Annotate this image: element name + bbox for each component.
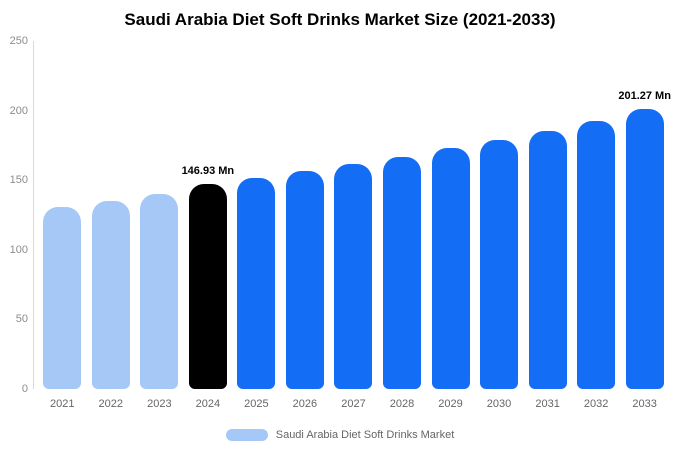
x-axis-label: 2023 [147, 398, 172, 410]
x-axis-label: 2026 [292, 398, 318, 410]
x-axis-label: 2024 [195, 398, 221, 410]
bar-slot: 2023 [135, 41, 184, 410]
bar: 201.27 Mn [618, 90, 671, 389]
bar-slot: 2030 [475, 41, 524, 410]
bar-slot: 2022 [87, 41, 136, 410]
x-axis-label: 2021 [50, 398, 75, 410]
bar-slot: 201.27 Mn 2033 [618, 41, 671, 410]
x-axis-label: 2028 [389, 398, 415, 410]
x-axis-label: 2032 [583, 398, 609, 410]
x-axis-label: 2025 [244, 398, 269, 410]
y-tick-label: 250 [9, 35, 28, 47]
x-axis-label: 2029 [438, 398, 463, 410]
bar-slot: 2021 [38, 41, 87, 410]
bar [237, 178, 276, 389]
bar [577, 120, 616, 389]
bar [334, 164, 373, 389]
bar-slot: 2026 [281, 41, 330, 410]
x-axis-label: 2022 [98, 398, 124, 410]
y-tick-label: 100 [9, 243, 28, 256]
bar-slot: 2027 [329, 41, 378, 410]
bar-slot: 2028 [378, 41, 427, 410]
y-tick-label: 0 [21, 383, 28, 395]
x-axis-label: 2031 [535, 398, 560, 410]
bar-slot: 2031 [523, 41, 572, 410]
bar-slot: 2029 [426, 41, 475, 410]
legend: Saudi Arabia Diet Soft Drinks Market [0, 429, 680, 441]
x-axis-label: 2027 [341, 398, 366, 410]
bar: 146.93 Mn [182, 165, 234, 389]
bar [382, 156, 421, 389]
bar [480, 140, 519, 389]
bar-slot: 2032 [572, 41, 621, 410]
legend-swatch [225, 429, 268, 441]
x-axis-label: 2033 [632, 398, 657, 410]
chart-title: Saudi Arabia Diet Soft Drinks Market Siz… [124, 10, 556, 29]
bar [431, 148, 470, 389]
plot-area: 0 50 100 150 200 250 2021 2022 2023 146.93 Mn 202… [10, 35, 673, 410]
y-tick-label: 50 [15, 313, 28, 326]
bar [140, 193, 179, 389]
bar-value-label: 146.93 Mn [181, 165, 235, 178]
bar [43, 207, 82, 389]
x-axis-label: 2030 [486, 398, 512, 410]
y-tick-label: 200 [9, 104, 28, 117]
bar-value-label: 201.27 Mn [618, 89, 671, 102]
bar [285, 171, 324, 389]
bar-slot: 146.93 Mn 2024 [182, 41, 235, 410]
y-tick-label: 150 [9, 174, 28, 187]
bar [528, 131, 567, 389]
bar-slot: 2025 [232, 41, 281, 410]
legend-label: Saudi Arabia Diet Soft Drinks Market [275, 429, 455, 441]
bar [91, 200, 130, 389]
bars-container: 2021 2022 2023 146.93 Mn 2024 2025 2026 2027 202… [34, 41, 673, 410]
